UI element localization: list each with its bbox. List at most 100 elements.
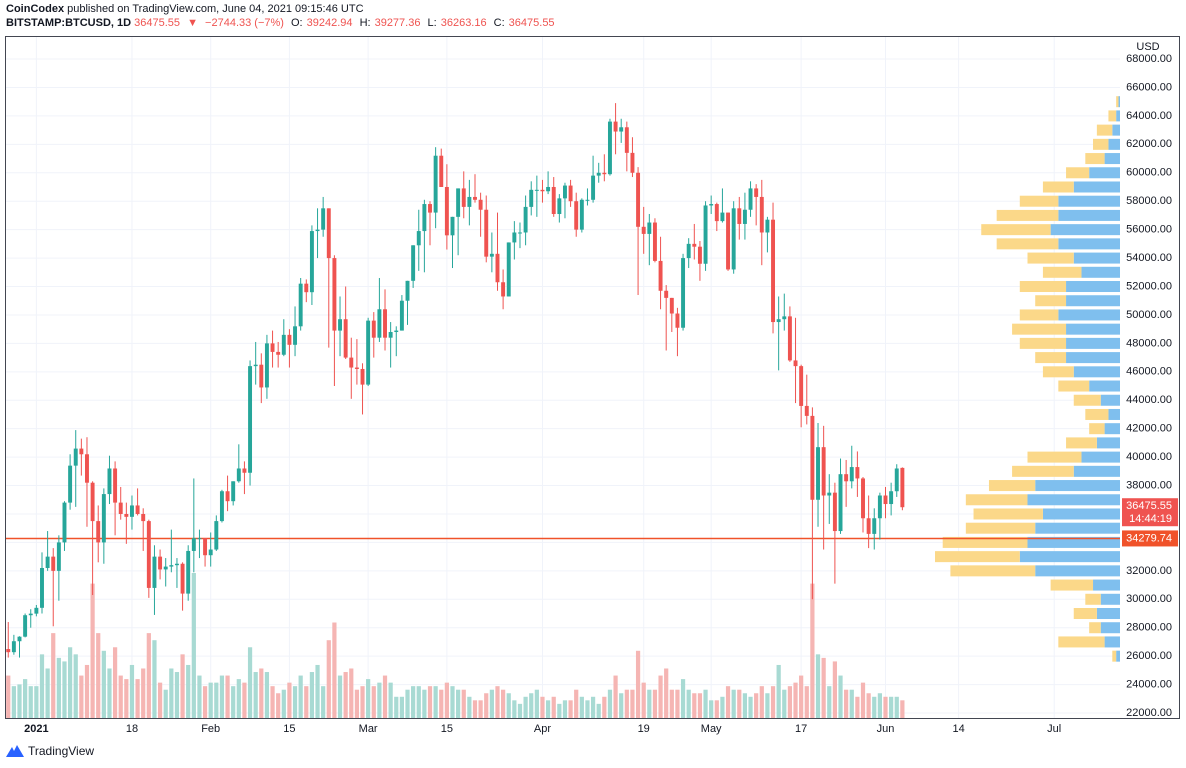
- profile-up-bar: [1035, 480, 1120, 492]
- profile-up-bar: [1116, 110, 1120, 122]
- y-tick-label: 40000.00: [1126, 451, 1172, 463]
- candle-body: [96, 521, 101, 543]
- candle-body: [501, 282, 506, 297]
- volume-bar: [304, 686, 309, 718]
- candle-body: [321, 208, 326, 230]
- candle-body: [816, 447, 820, 500]
- currency: USD: [1136, 41, 1159, 53]
- volume-bar: [680, 679, 686, 718]
- volume-bar: [889, 696, 894, 718]
- candle-body: [563, 185, 567, 199]
- volume-bar: [416, 686, 421, 718]
- volume-bar: [276, 693, 281, 718]
- candle-body: [754, 188, 759, 197]
- candle-body: [158, 556, 163, 570]
- candle-body: [838, 474, 843, 532]
- profile-down-bar: [1035, 295, 1067, 307]
- candle-body: [709, 204, 714, 206]
- candle-body: [315, 229, 320, 232]
- profile-up-bar: [1096, 437, 1120, 449]
- candle-body: [591, 175, 596, 200]
- candle-body: [748, 188, 753, 210]
- candle-body: [79, 448, 84, 455]
- volume-bar: [613, 675, 618, 718]
- candle-body: [208, 549, 213, 556]
- volume-bar: [467, 696, 472, 718]
- volume-bar: [641, 682, 646, 718]
- profile-up-bar: [1058, 209, 1120, 221]
- volume-bar: [253, 672, 258, 718]
- volume-bar: [34, 686, 39, 718]
- candle-body: [343, 319, 348, 358]
- candle-body: [855, 467, 860, 479]
- volume-bar: [247, 647, 253, 718]
- candle-body: [461, 188, 466, 207]
- volume-bar: [73, 654, 78, 718]
- profile-up-bar: [1035, 565, 1120, 577]
- candle-body: [849, 467, 854, 482]
- candle-body: [771, 219, 776, 323]
- brand[interactable]: TradingView: [6, 744, 94, 758]
- candle-body: [810, 415, 815, 500]
- candle-body: [51, 556, 56, 571]
- volume-bar: [11, 686, 16, 718]
- profile-up-bar: [1066, 295, 1120, 307]
- volume-bar: [118, 675, 123, 718]
- volume-bar: [242, 682, 247, 718]
- candle-body: [450, 216, 455, 236]
- candle-body: [624, 127, 629, 153]
- x-tick-label: Jul: [1047, 723, 1061, 735]
- candle-body: [174, 563, 179, 566]
- candle-body: [742, 209, 747, 224]
- volume-bar: [815, 654, 821, 718]
- volume-bar: [309, 672, 315, 718]
- volume-bar: [17, 684, 22, 718]
- y-tick-label: 38000.00: [1126, 479, 1172, 491]
- candle-body: [197, 538, 202, 540]
- background-layer: [6, 37, 1120, 718]
- author[interactable]: CoinCodex: [6, 3, 65, 15]
- volume-bar: [630, 689, 635, 718]
- candle-body: [546, 186, 551, 192]
- y-tick-label: 30000.00: [1126, 593, 1172, 605]
- volume-bar: [804, 686, 809, 718]
- x-tick-label: Mar: [359, 723, 378, 735]
- candle-body: [219, 491, 224, 522]
- candle-body: [821, 447, 826, 496]
- y-tick-label: 60000.00: [1126, 167, 1172, 179]
- volume-bar: [135, 679, 140, 718]
- candle-body: [405, 280, 410, 301]
- volume-bar: [793, 682, 798, 718]
- profile-up-bar: [1096, 608, 1120, 620]
- volume-bar: [686, 689, 691, 718]
- candle-body: [664, 290, 669, 298]
- candle-body: [568, 185, 573, 202]
- volume-bar: [236, 679, 241, 718]
- y-tick-label: 52000.00: [1126, 280, 1172, 292]
- candle-body: [630, 152, 635, 173]
- candle-body: [146, 521, 151, 588]
- volume-bar: [287, 682, 292, 718]
- volume-bar: [838, 675, 843, 718]
- volume-bar: [714, 700, 719, 718]
- volume-bar: [141, 668, 146, 718]
- candle-body: [349, 357, 354, 368]
- o-value: 39242.94: [306, 17, 353, 29]
- candle-body: [264, 343, 269, 388]
- volume-bar: [568, 700, 573, 718]
- candle-body: [90, 482, 95, 522]
- volume-bar: [191, 573, 196, 718]
- candle-body: [551, 186, 556, 215]
- volume-bar: [754, 693, 759, 718]
- candle-body: [439, 155, 444, 187]
- candle-body: [118, 502, 123, 514]
- volume-bar: [501, 689, 506, 718]
- profile-down-bar: [1027, 252, 1074, 264]
- volume-bar: [872, 696, 877, 718]
- h-label: H:: [359, 17, 371, 29]
- volume-bar: [349, 668, 354, 718]
- o-label: O:: [291, 17, 303, 29]
- volume-bar: [377, 682, 382, 718]
- y-tick-label: 50000.00: [1126, 309, 1172, 321]
- candle-body: [416, 231, 421, 246]
